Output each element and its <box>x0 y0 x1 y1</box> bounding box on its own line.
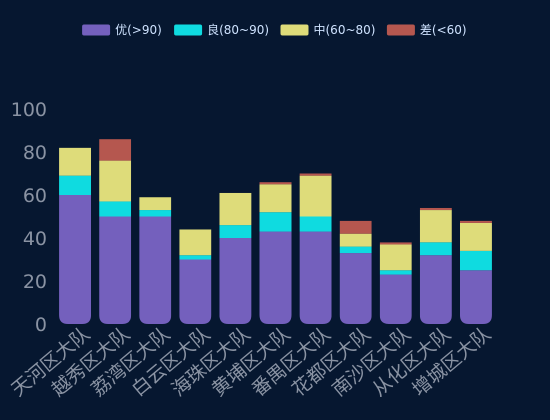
bar-segment-0[interactable] <box>139 216 172 325</box>
bar-segment-2[interactable] <box>139 197 172 211</box>
bar-segment-1[interactable] <box>339 246 372 254</box>
y-tick-label: 0 <box>35 314 47 336</box>
bar-segment-1[interactable] <box>379 270 412 275</box>
legend-item-0[interactable]: 优(>90) <box>82 23 162 37</box>
bar-segment-2[interactable] <box>99 160 132 202</box>
bar-segment-2[interactable] <box>379 244 412 271</box>
legend-swatch <box>174 24 203 36</box>
bar-segment-1[interactable] <box>419 242 452 256</box>
bar-stack-1[interactable] <box>99 139 132 325</box>
legend-swatch <box>82 24 111 36</box>
y-tick-label: 60 <box>23 185 47 207</box>
bar-stack-9[interactable] <box>419 207 452 324</box>
bar-segment-3[interactable] <box>379 242 412 245</box>
legend-swatch <box>386 24 415 36</box>
legend-label: 优(>90) <box>115 23 162 37</box>
bar-stack-0[interactable] <box>59 147 92 324</box>
y-axis: 0 20 40 60 80 100 <box>11 99 47 336</box>
bar-segment-2[interactable] <box>339 233 372 247</box>
bar-segment-1[interactable] <box>179 255 212 260</box>
y-tick-label: 80 <box>23 142 47 164</box>
bar-segment-2[interactable] <box>459 222 492 251</box>
bar-segment-2[interactable] <box>299 175 332 217</box>
y-tick-label: 100 <box>11 99 47 121</box>
bar-stack-8[interactable] <box>379 242 412 324</box>
bar-stack-5[interactable] <box>259 182 292 324</box>
bar-segment-1[interactable] <box>299 216 332 232</box>
bar-segment-3[interactable] <box>339 220 372 234</box>
legend-label: 良(80~90) <box>207 22 269 37</box>
legend-label: 差(<60) <box>420 23 467 37</box>
bar-stack-4[interactable] <box>219 192 252 324</box>
x-axis: 天河区大队越秀区大队荔湾区大队白云区大队海珠区大队黄埔区大队番禺区大队花都区大队… <box>7 323 495 401</box>
bar-stack-3[interactable] <box>179 229 212 325</box>
bar-segment-0[interactable] <box>459 270 492 324</box>
bar-segment-3[interactable] <box>419 207 452 211</box>
bar-segment-1[interactable] <box>219 225 252 238</box>
bar-segment-1[interactable] <box>259 212 292 232</box>
bar-segment-1[interactable] <box>139 210 172 217</box>
y-tick-label: 20 <box>23 271 47 293</box>
bar-segment-1[interactable] <box>459 250 492 271</box>
bar-segment-0[interactable] <box>219 238 252 324</box>
bar-segment-2[interactable] <box>219 192 252 226</box>
bar-segment-2[interactable] <box>179 229 212 256</box>
bar-segment-3[interactable] <box>459 220 492 223</box>
bar-segment-0[interactable] <box>299 231 332 324</box>
bar-segment-0[interactable] <box>419 255 452 324</box>
bar-segment-0[interactable] <box>59 195 92 324</box>
bar-stack-6[interactable] <box>299 173 332 325</box>
bar-segment-2[interactable] <box>259 184 292 213</box>
bar-segment-3[interactable] <box>99 139 132 161</box>
chart-legend[interactable]: 优(>90) 良(80~90) 中(60~80) 差(<60) <box>82 22 467 37</box>
legend-item-1[interactable]: 良(80~90) <box>174 22 269 37</box>
bars-group <box>59 139 492 324</box>
legend-item-2[interactable]: 中(60~80) <box>280 22 376 37</box>
bar-segment-3[interactable] <box>299 173 332 176</box>
legend-label: 中(60~80) <box>314 22 376 37</box>
bar-segment-1[interactable] <box>59 175 92 195</box>
bar-stack-7[interactable] <box>339 220 372 324</box>
bar-segment-0[interactable] <box>259 231 292 324</box>
bar-segment-3[interactable] <box>259 182 292 185</box>
bar-segment-1[interactable] <box>99 201 132 217</box>
legend-swatch <box>280 24 309 36</box>
legend-item-3[interactable]: 差(<60) <box>386 23 467 37</box>
bar-segment-2[interactable] <box>59 147 92 176</box>
bar-segment-2[interactable] <box>419 210 452 243</box>
bar-segment-0[interactable] <box>99 216 132 325</box>
bar-segment-0[interactable] <box>379 274 412 324</box>
y-tick-label: 40 <box>23 228 47 250</box>
bar-stack-2[interactable] <box>139 197 172 325</box>
bar-segment-0[interactable] <box>179 259 212 325</box>
bar-stack-10[interactable] <box>459 220 492 324</box>
bar-segment-0[interactable] <box>339 253 372 324</box>
